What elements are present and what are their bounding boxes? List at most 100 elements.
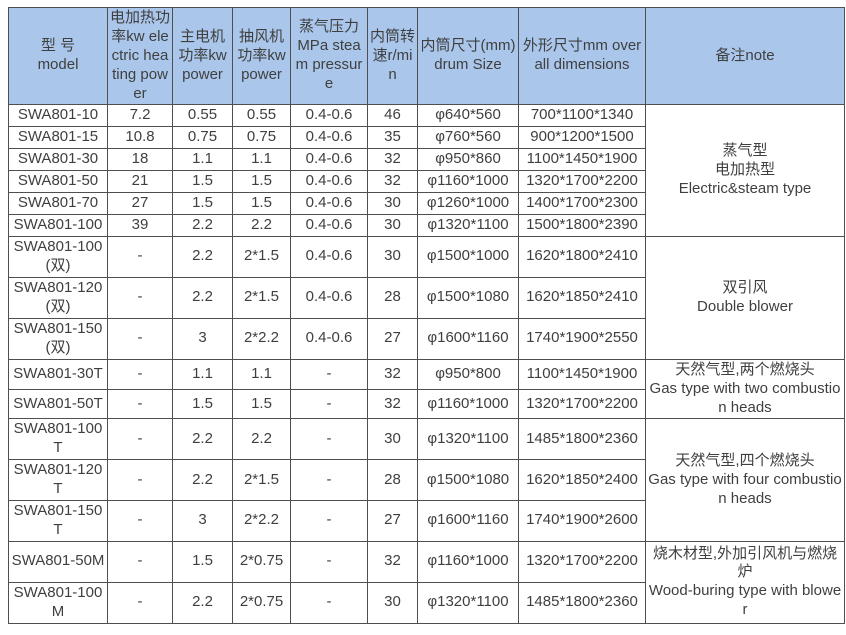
- cell-model: SWA801-120T: [8, 459, 108, 502]
- cell-heating-power: -: [107, 581, 173, 624]
- cell-model: SWA801-120(双): [8, 276, 108, 319]
- cell-note-group-wood-burning: 烧木材型,外加引风机与燃烧炉 Wood-buring type with blo…: [645, 540, 845, 624]
- cell-fan-power: 2*0.75: [232, 540, 291, 583]
- cell-heating-power: -: [107, 235, 173, 278]
- cell-drum-speed: 35: [367, 126, 418, 150]
- cell-dimensions: 1485*1800*2360: [518, 418, 646, 461]
- table-row: SWA801-15 10.8 0.75 0.75 0.4-0.6 35 φ760…: [8, 126, 845, 150]
- cell-model: SWA801-100M: [8, 581, 108, 624]
- header-drum-size: 内筒尺寸(mm) drum Size: [417, 6, 519, 106]
- cell-drum-speed: 32: [367, 540, 418, 583]
- cell-motor-power: 2.2: [172, 418, 233, 461]
- cell-drum-size: φ1500*1000: [417, 235, 519, 278]
- cell-steam-pressure: 0.4-0.6: [290, 126, 368, 150]
- table-row: SWA801-30 18 1.1 1.1 0.4-0.6 32 φ950*860…: [8, 148, 845, 172]
- cell-motor-power: 3: [172, 500, 233, 542]
- cell-note-group-electric-steam: 蒸气型 电加热型 Electric&steam type: [645, 104, 845, 237]
- cell-drum-speed: 46: [367, 104, 418, 128]
- header-overall-dimensions: 外形尺寸mm overall dimensions: [518, 6, 646, 106]
- cell-dimensions: 1620*1850*2400: [518, 459, 646, 502]
- cell-motor-power: 2.2: [172, 235, 233, 278]
- cell-model: SWA801-30: [8, 148, 108, 172]
- cell-drum-speed: 27: [367, 500, 418, 542]
- cell-motor-power: 2.2: [172, 459, 233, 502]
- cell-steam-pressure: -: [290, 581, 368, 624]
- cell-motor-power: 1.5: [172, 192, 233, 215]
- cell-drum-speed: 30: [367, 418, 418, 461]
- cell-model: SWA801-15: [8, 126, 108, 150]
- cell-dimensions: 700*1100*1340: [518, 104, 646, 128]
- cell-model: SWA801-50M: [8, 540, 108, 583]
- cell-drum-speed: 32: [367, 358, 418, 390]
- table-row: SWA801-150T - 3 2*2.2 - 27 φ1600*1160 17…: [8, 500, 845, 542]
- cell-model: SWA801-70: [8, 192, 108, 215]
- header-model: 型 号 model: [8, 6, 108, 106]
- cell-dimensions: 1100*1450*1900: [518, 148, 646, 172]
- cell-fan-power: 2*2.2: [232, 317, 291, 360]
- cell-fan-power: 0.75: [232, 126, 291, 150]
- cell-fan-power: 2.2: [232, 213, 291, 237]
- cell-dimensions: 1620*1800*2410: [518, 235, 646, 278]
- table-row: SWA801-50 21 1.5 1.5 0.4-0.6 32 φ1160*10…: [8, 170, 845, 194]
- cell-motor-power: 2.2: [172, 276, 233, 319]
- cell-heating-power: 27: [107, 192, 173, 215]
- cell-drum-size: φ1600*1160: [417, 500, 519, 542]
- cell-steam-pressure: 0.4-0.6: [290, 235, 368, 278]
- cell-drum-size: φ640*560: [417, 104, 519, 128]
- cell-drum-size: φ1320*1100: [417, 418, 519, 461]
- cell-fan-power: 1.5: [232, 388, 291, 420]
- header-fan-power: 抽风机功率kw power: [232, 6, 291, 106]
- cell-dimensions: 1320*1700*2200: [518, 170, 646, 194]
- cell-fan-power: 2*2.2: [232, 500, 291, 542]
- cell-steam-pressure: -: [290, 459, 368, 502]
- cell-motor-power: 3: [172, 317, 233, 360]
- cell-drum-speed: 32: [367, 388, 418, 420]
- header-heating-power: 电加热功率kw electric heating power: [107, 6, 173, 106]
- cell-note-group-double-blower: 双引风 Double blower: [645, 235, 845, 360]
- table-row: SWA801-100M - 2.2 2*0.75 - 30 φ1320*1100…: [8, 581, 845, 624]
- header-row: 型 号 model 电加热功率kw electric heating power…: [8, 6, 845, 106]
- cell-steam-pressure: 0.4-0.6: [290, 104, 368, 128]
- header-note: 备注note: [645, 6, 845, 106]
- cell-drum-speed: 30: [367, 235, 418, 278]
- cell-drum-size: φ1500*1080: [417, 459, 519, 502]
- cell-heating-power: 21: [107, 170, 173, 194]
- cell-steam-pressure: -: [290, 418, 368, 461]
- cell-steam-pressure: -: [290, 358, 368, 390]
- cell-fan-power: 1.1: [232, 358, 291, 390]
- cell-model: SWA801-100: [8, 213, 108, 237]
- cell-heating-power: -: [107, 276, 173, 319]
- cell-steam-pressure: -: [290, 540, 368, 583]
- header-motor-power: 主电机功率kw power: [172, 6, 233, 106]
- cell-motor-power: 0.75: [172, 126, 233, 150]
- table-row: SWA801-120(双) - 2.2 2*1.5 0.4-0.6 28 φ15…: [8, 276, 845, 319]
- cell-drum-size: φ1600*1160: [417, 317, 519, 360]
- cell-dimensions: 900*1200*1500: [518, 126, 646, 150]
- cell-model: SWA801-30T: [8, 358, 108, 390]
- cell-drum-size: φ950*860: [417, 148, 519, 172]
- cell-dimensions: 1400*1700*2300: [518, 192, 646, 215]
- cell-dimensions: 1320*1700*2200: [518, 388, 646, 420]
- cell-steam-pressure: 0.4-0.6: [290, 192, 368, 215]
- header-steam-pressure: 蒸气压力MPa steam pressure: [290, 6, 368, 106]
- table-row: SWA801-10 7.2 0.55 0.55 0.4-0.6 46 φ640*…: [8, 104, 845, 237]
- cell-drum-speed: 28: [367, 459, 418, 502]
- cell-model: SWA801-100T: [8, 418, 108, 461]
- cell-heating-power: -: [107, 500, 173, 542]
- cell-fan-power: 2*1.5: [232, 276, 291, 319]
- cell-motor-power: 1.5: [172, 540, 233, 583]
- cell-drum-speed: 32: [367, 170, 418, 194]
- cell-drum-speed: 27: [367, 317, 418, 360]
- cell-model: SWA801-50T: [8, 388, 108, 420]
- cell-heating-power: 10.8: [107, 126, 173, 150]
- table-row: SWA801-50M - 1.5 2*0.75 - 32 φ1160*1000 …: [8, 540, 845, 624]
- spec-table: 型 号 model 电加热功率kw electric heating power…: [8, 6, 845, 624]
- cell-heating-power: -: [107, 317, 173, 360]
- cell-heating-power: 7.2: [107, 104, 173, 128]
- cell-fan-power: 2*1.5: [232, 459, 291, 502]
- cell-motor-power: 1.5: [172, 170, 233, 194]
- cell-drum-size: φ1160*1000: [417, 388, 519, 420]
- cell-drum-speed: 30: [367, 192, 418, 215]
- cell-dimensions: 1320*1700*2200: [518, 540, 646, 583]
- cell-steam-pressure: 0.4-0.6: [290, 317, 368, 360]
